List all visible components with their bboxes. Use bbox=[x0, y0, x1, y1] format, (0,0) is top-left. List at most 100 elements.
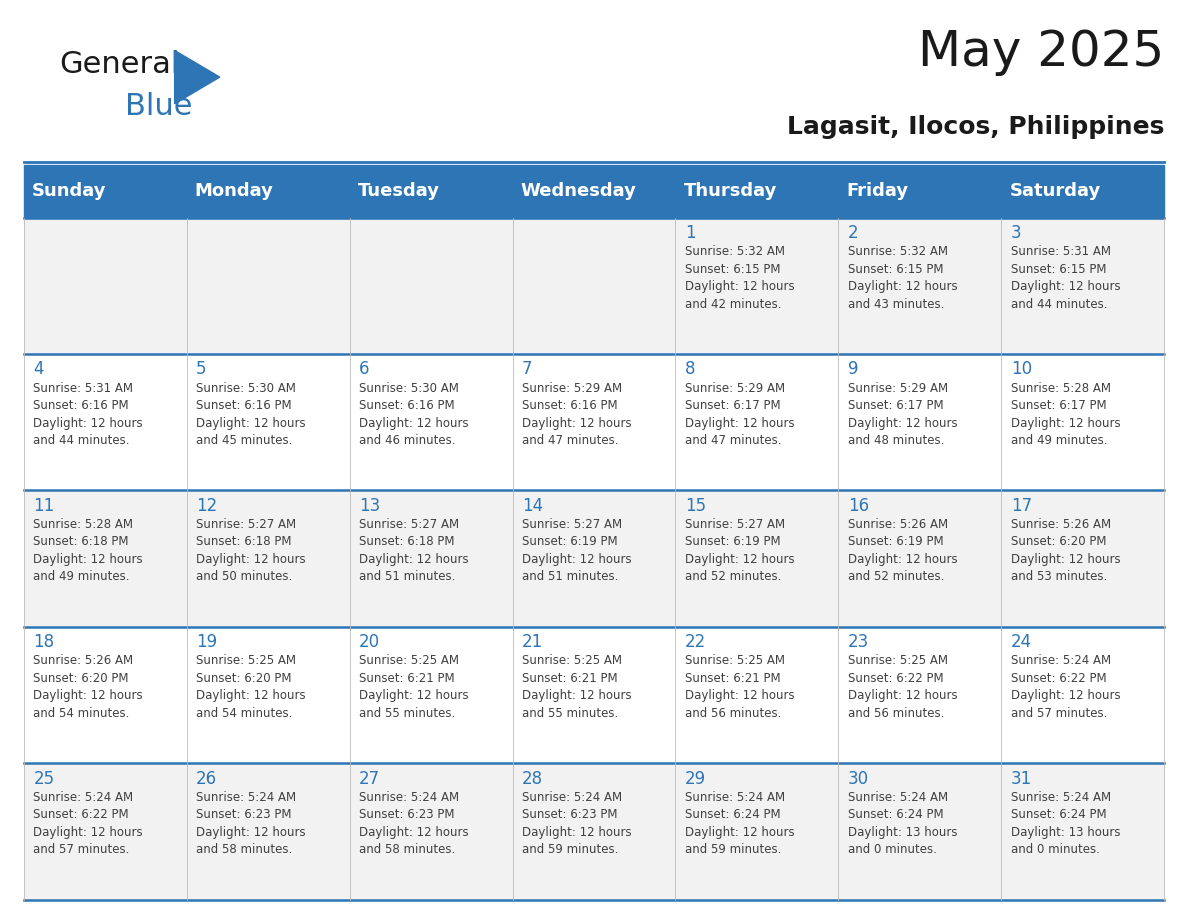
Text: Sunrise: 5:32 AM
Sunset: 6:15 PM
Daylight: 12 hours
and 42 minutes.: Sunrise: 5:32 AM Sunset: 6:15 PM Dayligh… bbox=[685, 245, 795, 310]
Text: Monday: Monday bbox=[195, 183, 273, 200]
FancyBboxPatch shape bbox=[24, 490, 187, 627]
Text: Sunrise: 5:27 AM
Sunset: 6:19 PM
Daylight: 12 hours
and 52 minutes.: Sunrise: 5:27 AM Sunset: 6:19 PM Dayligh… bbox=[685, 518, 795, 584]
FancyBboxPatch shape bbox=[512, 165, 676, 218]
Text: Sunrise: 5:25 AM
Sunset: 6:21 PM
Daylight: 12 hours
and 56 minutes.: Sunrise: 5:25 AM Sunset: 6:21 PM Dayligh… bbox=[685, 655, 795, 720]
FancyBboxPatch shape bbox=[349, 763, 512, 900]
Text: 25: 25 bbox=[33, 769, 55, 788]
Text: Sunrise: 5:28 AM
Sunset: 6:18 PM
Daylight: 12 hours
and 49 minutes.: Sunrise: 5:28 AM Sunset: 6:18 PM Dayligh… bbox=[33, 518, 143, 584]
Text: 8: 8 bbox=[685, 361, 695, 378]
FancyBboxPatch shape bbox=[24, 763, 187, 900]
Text: 22: 22 bbox=[685, 633, 706, 651]
FancyBboxPatch shape bbox=[187, 490, 349, 627]
Text: Lagasit, Ilocos, Philippines: Lagasit, Ilocos, Philippines bbox=[786, 115, 1164, 139]
Text: 27: 27 bbox=[359, 769, 380, 788]
Text: 21: 21 bbox=[522, 633, 543, 651]
FancyBboxPatch shape bbox=[1001, 354, 1164, 490]
Text: Sunrise: 5:24 AM
Sunset: 6:24 PM
Daylight: 13 hours
and 0 minutes.: Sunrise: 5:24 AM Sunset: 6:24 PM Dayligh… bbox=[1011, 790, 1120, 856]
Text: 7: 7 bbox=[522, 361, 532, 378]
Text: 3: 3 bbox=[1011, 224, 1022, 242]
Text: 5: 5 bbox=[196, 361, 207, 378]
Text: Sunrise: 5:25 AM
Sunset: 6:21 PM
Daylight: 12 hours
and 55 minutes.: Sunrise: 5:25 AM Sunset: 6:21 PM Dayligh… bbox=[522, 655, 632, 720]
Text: Sunrise: 5:24 AM
Sunset: 6:23 PM
Daylight: 12 hours
and 58 minutes.: Sunrise: 5:24 AM Sunset: 6:23 PM Dayligh… bbox=[196, 790, 305, 856]
FancyBboxPatch shape bbox=[839, 490, 1001, 627]
Text: 14: 14 bbox=[522, 497, 543, 515]
Text: Sunrise: 5:26 AM
Sunset: 6:19 PM
Daylight: 12 hours
and 52 minutes.: Sunrise: 5:26 AM Sunset: 6:19 PM Dayligh… bbox=[848, 518, 958, 584]
Text: May 2025: May 2025 bbox=[918, 28, 1164, 75]
Text: Sunrise: 5:28 AM
Sunset: 6:17 PM
Daylight: 12 hours
and 49 minutes.: Sunrise: 5:28 AM Sunset: 6:17 PM Dayligh… bbox=[1011, 382, 1120, 447]
FancyBboxPatch shape bbox=[1001, 763, 1164, 900]
Text: General: General bbox=[59, 50, 179, 80]
Text: Sunrise: 5:30 AM
Sunset: 6:16 PM
Daylight: 12 hours
and 45 minutes.: Sunrise: 5:30 AM Sunset: 6:16 PM Dayligh… bbox=[196, 382, 305, 447]
Text: Sunrise: 5:26 AM
Sunset: 6:20 PM
Daylight: 12 hours
and 53 minutes.: Sunrise: 5:26 AM Sunset: 6:20 PM Dayligh… bbox=[1011, 518, 1120, 584]
FancyBboxPatch shape bbox=[1001, 627, 1164, 763]
Text: 20: 20 bbox=[359, 633, 380, 651]
Text: 23: 23 bbox=[848, 633, 870, 651]
FancyBboxPatch shape bbox=[512, 763, 676, 900]
FancyBboxPatch shape bbox=[676, 354, 839, 490]
Text: Sunrise: 5:29 AM
Sunset: 6:17 PM
Daylight: 12 hours
and 48 minutes.: Sunrise: 5:29 AM Sunset: 6:17 PM Dayligh… bbox=[848, 382, 958, 447]
FancyBboxPatch shape bbox=[839, 627, 1001, 763]
Text: Thursday: Thursday bbox=[683, 183, 777, 200]
Text: Tuesday: Tuesday bbox=[358, 183, 440, 200]
FancyBboxPatch shape bbox=[839, 218, 1001, 354]
Text: 26: 26 bbox=[196, 769, 217, 788]
Text: Sunrise: 5:24 AM
Sunset: 6:24 PM
Daylight: 13 hours
and 0 minutes.: Sunrise: 5:24 AM Sunset: 6:24 PM Dayligh… bbox=[848, 790, 958, 856]
Text: 17: 17 bbox=[1011, 497, 1032, 515]
Text: 4: 4 bbox=[33, 361, 44, 378]
Text: Sunrise: 5:31 AM
Sunset: 6:16 PM
Daylight: 12 hours
and 44 minutes.: Sunrise: 5:31 AM Sunset: 6:16 PM Dayligh… bbox=[33, 382, 143, 447]
FancyBboxPatch shape bbox=[512, 354, 676, 490]
FancyBboxPatch shape bbox=[676, 627, 839, 763]
Text: Friday: Friday bbox=[847, 183, 909, 200]
Text: Blue: Blue bbox=[125, 92, 192, 121]
Text: Sunrise: 5:27 AM
Sunset: 6:18 PM
Daylight: 12 hours
and 50 minutes.: Sunrise: 5:27 AM Sunset: 6:18 PM Dayligh… bbox=[196, 518, 305, 584]
FancyBboxPatch shape bbox=[676, 218, 839, 354]
Text: 13: 13 bbox=[359, 497, 380, 515]
Text: 12: 12 bbox=[196, 497, 217, 515]
Text: 10: 10 bbox=[1011, 361, 1032, 378]
Text: 6: 6 bbox=[359, 361, 369, 378]
Text: Sunrise: 5:24 AM
Sunset: 6:23 PM
Daylight: 12 hours
and 58 minutes.: Sunrise: 5:24 AM Sunset: 6:23 PM Dayligh… bbox=[359, 790, 469, 856]
Text: 31: 31 bbox=[1011, 769, 1032, 788]
Text: Sunrise: 5:29 AM
Sunset: 6:17 PM
Daylight: 12 hours
and 47 minutes.: Sunrise: 5:29 AM Sunset: 6:17 PM Dayligh… bbox=[685, 382, 795, 447]
FancyBboxPatch shape bbox=[24, 627, 187, 763]
FancyBboxPatch shape bbox=[1001, 490, 1164, 627]
FancyBboxPatch shape bbox=[187, 354, 349, 490]
Text: 15: 15 bbox=[685, 497, 706, 515]
Text: Sunrise: 5:27 AM
Sunset: 6:19 PM
Daylight: 12 hours
and 51 minutes.: Sunrise: 5:27 AM Sunset: 6:19 PM Dayligh… bbox=[522, 518, 632, 584]
Polygon shape bbox=[175, 50, 220, 104]
Text: Sunrise: 5:25 AM
Sunset: 6:21 PM
Daylight: 12 hours
and 55 minutes.: Sunrise: 5:25 AM Sunset: 6:21 PM Dayligh… bbox=[359, 655, 469, 720]
Text: Sunday: Sunday bbox=[32, 183, 107, 200]
Text: Sunrise: 5:24 AM
Sunset: 6:24 PM
Daylight: 12 hours
and 59 minutes.: Sunrise: 5:24 AM Sunset: 6:24 PM Dayligh… bbox=[685, 790, 795, 856]
Text: Sunrise: 5:24 AM
Sunset: 6:22 PM
Daylight: 12 hours
and 57 minutes.: Sunrise: 5:24 AM Sunset: 6:22 PM Dayligh… bbox=[33, 790, 143, 856]
FancyBboxPatch shape bbox=[676, 165, 839, 218]
FancyBboxPatch shape bbox=[512, 218, 676, 354]
FancyBboxPatch shape bbox=[676, 763, 839, 900]
FancyBboxPatch shape bbox=[349, 354, 512, 490]
Text: 9: 9 bbox=[848, 361, 859, 378]
FancyBboxPatch shape bbox=[24, 354, 187, 490]
Text: Sunrise: 5:30 AM
Sunset: 6:16 PM
Daylight: 12 hours
and 46 minutes.: Sunrise: 5:30 AM Sunset: 6:16 PM Dayligh… bbox=[359, 382, 469, 447]
Text: Sunrise: 5:29 AM
Sunset: 6:16 PM
Daylight: 12 hours
and 47 minutes.: Sunrise: 5:29 AM Sunset: 6:16 PM Dayligh… bbox=[522, 382, 632, 447]
Text: 16: 16 bbox=[848, 497, 868, 515]
FancyBboxPatch shape bbox=[1001, 165, 1164, 218]
FancyBboxPatch shape bbox=[24, 218, 187, 354]
FancyBboxPatch shape bbox=[512, 627, 676, 763]
Text: Sunrise: 5:32 AM
Sunset: 6:15 PM
Daylight: 12 hours
and 43 minutes.: Sunrise: 5:32 AM Sunset: 6:15 PM Dayligh… bbox=[848, 245, 958, 310]
FancyBboxPatch shape bbox=[839, 354, 1001, 490]
FancyBboxPatch shape bbox=[1001, 218, 1164, 354]
Text: 30: 30 bbox=[848, 769, 868, 788]
FancyBboxPatch shape bbox=[187, 627, 349, 763]
FancyBboxPatch shape bbox=[349, 490, 512, 627]
Text: 2: 2 bbox=[848, 224, 859, 242]
Text: 18: 18 bbox=[33, 633, 55, 651]
FancyBboxPatch shape bbox=[349, 165, 512, 218]
FancyBboxPatch shape bbox=[24, 165, 187, 218]
Text: Saturday: Saturday bbox=[1010, 183, 1101, 200]
FancyBboxPatch shape bbox=[839, 763, 1001, 900]
Text: Wednesday: Wednesday bbox=[520, 183, 637, 200]
FancyBboxPatch shape bbox=[187, 165, 349, 218]
Text: 29: 29 bbox=[685, 769, 706, 788]
Text: 11: 11 bbox=[33, 497, 55, 515]
Text: Sunrise: 5:27 AM
Sunset: 6:18 PM
Daylight: 12 hours
and 51 minutes.: Sunrise: 5:27 AM Sunset: 6:18 PM Dayligh… bbox=[359, 518, 469, 584]
Text: 19: 19 bbox=[196, 633, 217, 651]
